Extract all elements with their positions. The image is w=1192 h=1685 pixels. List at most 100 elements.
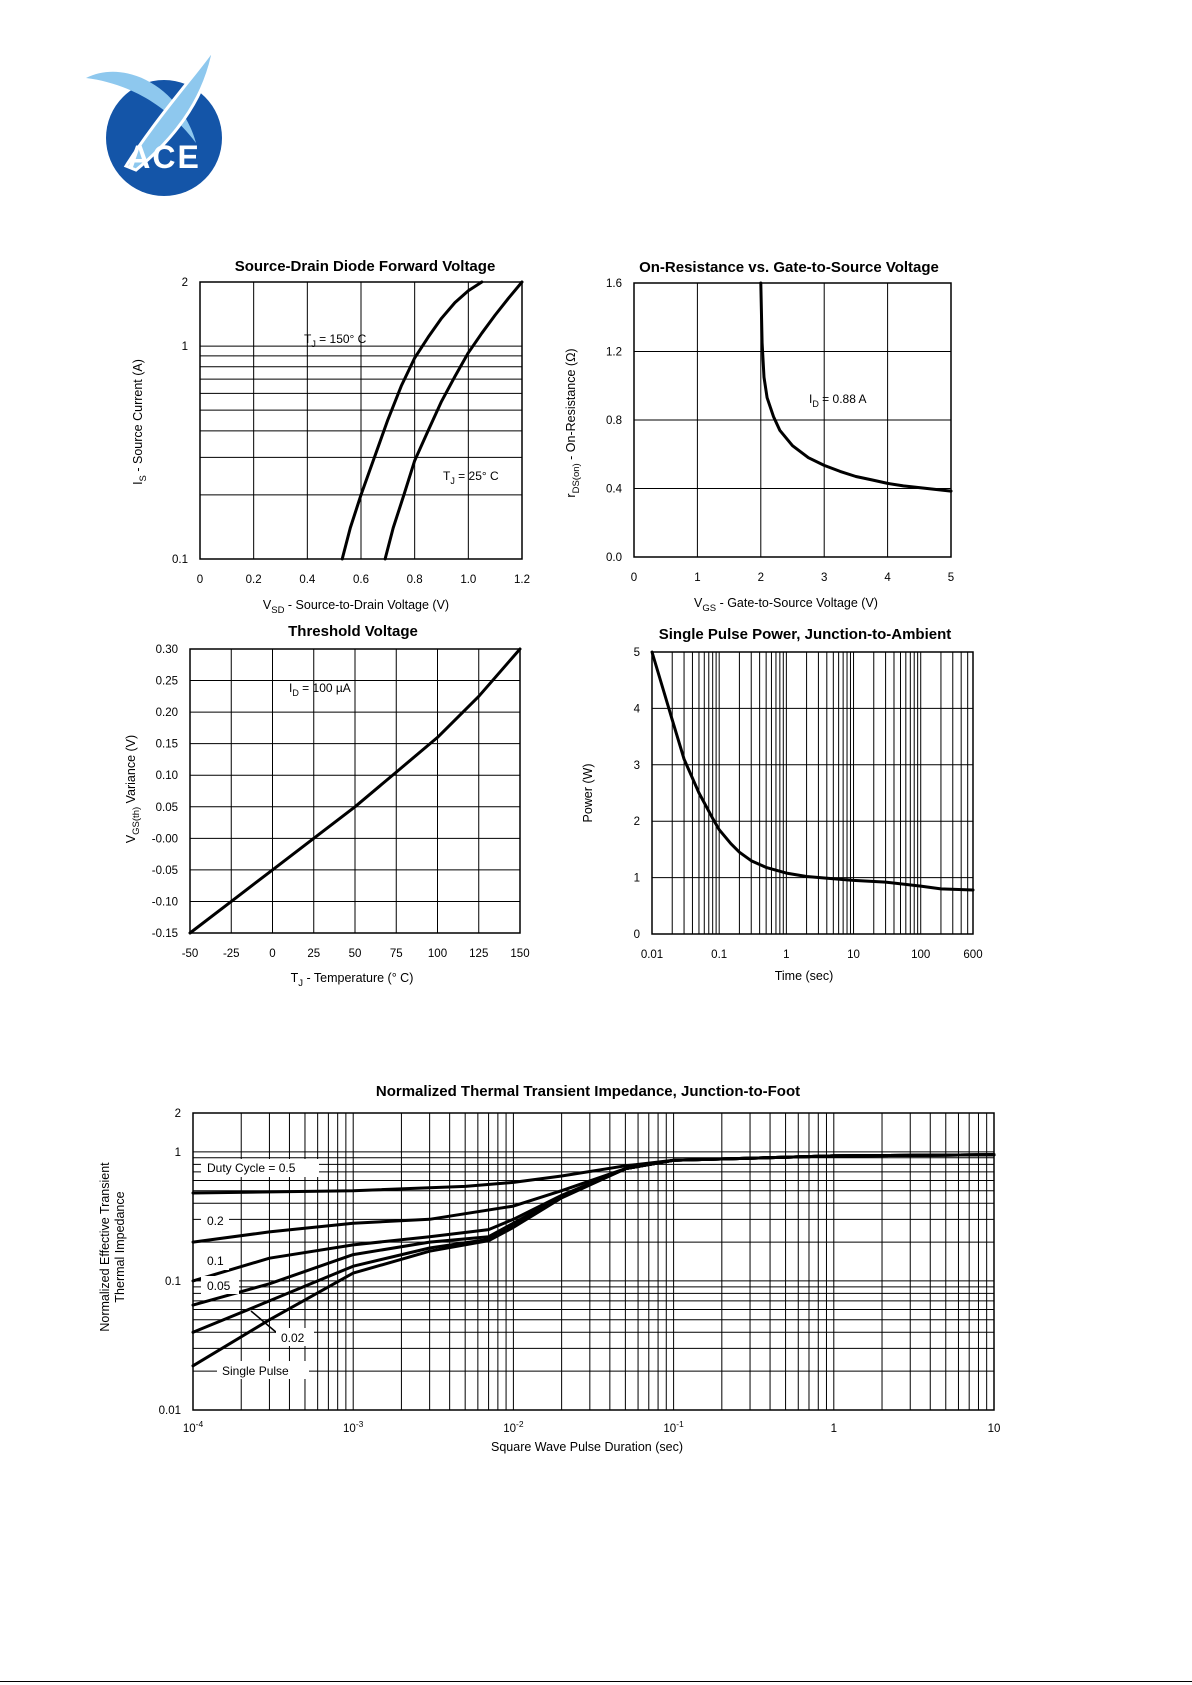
label-bg (276, 1328, 314, 1346)
y-tick-label: 1 (175, 1147, 181, 1159)
annotation-tj25: TJ = 25° C (443, 469, 499, 486)
x-tick-label: 10-1 (663, 1419, 684, 1435)
chart-on-resistance: On-Resistance vs. Gate-to-Source Voltage… (564, 259, 954, 614)
x-tick-label: 75 (390, 948, 403, 960)
y-tick-label: 1 (182, 341, 188, 353)
series (650, 650, 975, 892)
x-axis-label: TJ - Temperature (° C) (291, 971, 414, 989)
x-tick-label: 150 (510, 948, 529, 960)
x-tick-label: 5 (948, 572, 954, 584)
y-tick-label: 0.15 (156, 739, 178, 751)
y-tick-label: -0.15 (152, 928, 178, 940)
x-tick-label: 10-3 (343, 1419, 364, 1435)
series-line (383, 280, 524, 561)
x-tick-label: -25 (223, 948, 240, 960)
x-tick-label: 125 (469, 948, 488, 960)
y-tick-label: 0.25 (156, 676, 178, 688)
tick-labels: 10-4 10-3 10-2 10-1 1 10 0.01 0.1 1 2 (159, 1108, 1001, 1435)
chart-title: On-Resistance vs. Gate-to-Source Voltage (639, 259, 939, 276)
series (340, 280, 524, 561)
x-tick-label: 4 (884, 572, 891, 584)
annotation-id: ID = 100 µA (289, 681, 351, 698)
x-tick-label: 0.1 (711, 949, 727, 961)
series (188, 647, 522, 935)
x-tick-label: 0.01 (641, 949, 663, 961)
grid (190, 649, 520, 933)
series (759, 281, 953, 493)
chart-title: Threshold Voltage (288, 623, 418, 640)
chart-title: Normalized Thermal Transient Impedance, … (376, 1083, 800, 1100)
chart-title: Single Pulse Power, Junction-to-Ambient (659, 626, 952, 643)
x-tick-label: -50 (182, 948, 199, 960)
y-tick-label: 0.30 (156, 644, 178, 656)
ace-logo: ACE (86, 48, 222, 196)
x-tick-label: 2 (758, 572, 764, 584)
x-tick-label: 100 (911, 949, 930, 961)
y-tick-label: 0.4 (606, 484, 623, 496)
y-tick-label: 3 (634, 760, 640, 772)
x-tick-label: 1 (783, 949, 789, 961)
x-axis-label: Time (sec) (775, 969, 834, 983)
y-axis-label: rDS(on) - On-Resistance (Ω) (564, 348, 582, 497)
x-tick-label: 600 (963, 949, 982, 961)
y-tick-label: 0.01 (159, 1405, 181, 1417)
footer-rule (0, 1681, 1192, 1682)
x-tick-label: 10 (847, 949, 860, 961)
x-tick-label: 1 (694, 572, 700, 584)
x-tick-label: 3 (821, 572, 827, 584)
label-bg (201, 1212, 229, 1230)
x-tick-label: 0.8 (407, 574, 423, 586)
x-tick-label: 0 (631, 572, 637, 584)
grid (652, 652, 973, 934)
x-tick-label: 50 (349, 948, 362, 960)
annotation-tj150: TJ = 150° C (304, 332, 367, 349)
y-axis-label: VGS(th) Variance (V) (124, 735, 142, 843)
x-tick-label: 0 (269, 948, 275, 960)
y-tick-label: 0.20 (156, 707, 178, 719)
y-tick-label: -0.05 (152, 865, 178, 877)
y-axis-label: IS - Source Current (A) (131, 359, 149, 485)
y-axis-label: Power (W) (581, 763, 595, 822)
y-tick-label: 0.8 (606, 415, 622, 427)
y-tick-label: 0.0 (606, 552, 622, 564)
series-line (188, 647, 522, 935)
x-tick-label: 0 (197, 574, 203, 586)
y-tick-label: 2 (634, 816, 640, 828)
series-line (650, 650, 975, 892)
chart-title: Source-Drain Diode Forward Voltage (235, 258, 496, 275)
y-tick-label: 0.1 (165, 1276, 181, 1288)
chart-source-drain: Source-Drain Diode Forward Voltage 0 0.2 0… (131, 258, 530, 616)
series-line (759, 281, 953, 493)
y-tick-label: 1 (634, 873, 640, 885)
x-tick-label: 10 (988, 1423, 1001, 1435)
y-axis-label-line1: Normalized Effective Transient (98, 1162, 112, 1332)
label-bg (217, 1361, 309, 1379)
y-tick-label: 0.1 (172, 554, 188, 566)
y-tick-label: -0.00 (152, 833, 178, 845)
annotations: Duty Cycle = 0.5 0.2 0.1 0.05 0.02 Singl… (201, 1159, 319, 1379)
x-tick-label: 1.2 (514, 574, 530, 586)
annotation-duty-0.5: Duty Cycle = 0.5 (207, 1161, 296, 1175)
plot-frame (192, 1112, 995, 1411)
series-line (191, 1153, 996, 1334)
y-tick-label: 5 (634, 647, 640, 659)
x-tick-label: 10-2 (503, 1419, 524, 1435)
x-axis-label: VSD - Source-to-Drain Voltage (V) (263, 598, 449, 616)
label-bg (201, 1252, 229, 1270)
x-tick-label: 100 (428, 948, 447, 960)
x-axis-label: VGS - Gate-to-Source Voltage (V) (694, 596, 878, 614)
series-line (191, 1153, 996, 1368)
tick-labels: 0.01 0.1 1 10 100 600 0 1 2 3 4 5 (634, 647, 983, 961)
x-tick-label: 0.6 (353, 574, 369, 586)
y-tick-label: 2 (175, 1108, 181, 1120)
x-axis-label: Square Wave Pulse Duration (sec) (491, 1440, 683, 1454)
y-tick-label: 4 (634, 703, 641, 715)
annotation-0.2: 0.2 (207, 1214, 224, 1228)
y-axis-label-line2: Thermal Impedance (113, 1191, 127, 1302)
annotation-id: ID = 0.88 A (809, 392, 867, 409)
logo-swoosh-right (123, 48, 216, 172)
chart-threshold-voltage: Threshold Voltage -50 -25 0 25 50 75 100 125 150… (124, 623, 530, 989)
annotation-0.1: 0.1 (207, 1254, 224, 1268)
x-tick-label: 0.2 (246, 574, 262, 586)
x-tick-label: 25 (307, 948, 320, 960)
